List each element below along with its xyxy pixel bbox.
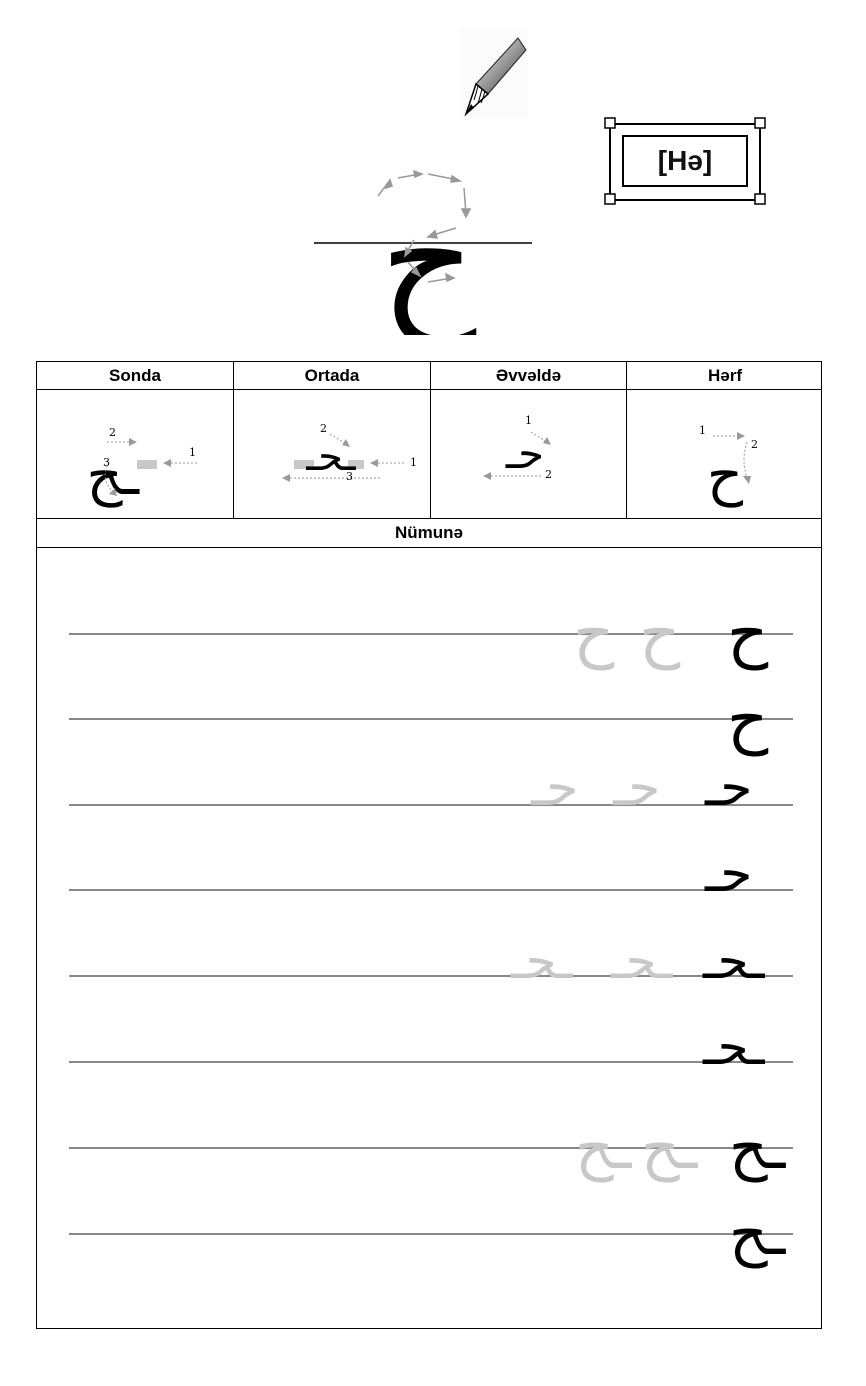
- trace-glyph: ـحـ: [511, 932, 573, 990]
- trace-glyph: ح: [573, 597, 615, 671]
- practice-line: [69, 1061, 793, 1063]
- header-initial: Əvvəldə: [431, 362, 627, 390]
- model-glyph: ـح: [729, 1199, 786, 1269]
- model-glyph: ـحـ: [703, 1018, 765, 1076]
- practice-line: [69, 975, 793, 977]
- trace-glyph: ح: [639, 597, 681, 671]
- trace-glyph: ـح: [575, 1113, 632, 1183]
- medial-form-glyph: ـحـ: [305, 434, 357, 480]
- practice-line: [69, 1147, 793, 1149]
- header-final: Sonda: [37, 362, 234, 390]
- svg-text:2: 2: [320, 422, 327, 435]
- big-letter-glyph: ح: [380, 174, 477, 335]
- model-glyph: ـحـ: [703, 932, 765, 990]
- svg-text:1: 1: [525, 414, 532, 427]
- trace-glyph: حـ: [613, 758, 661, 818]
- isolated-form-glyph: ح: [707, 443, 744, 508]
- practice-line: [69, 718, 793, 720]
- trace-glyph: ـح: [641, 1113, 698, 1183]
- svg-text:1: 1: [410, 456, 417, 469]
- transliteration-box: [Hə]: [603, 116, 767, 206]
- header-medial: Ortada: [234, 362, 431, 390]
- header-isolated: Hərf: [707, 366, 742, 385]
- trace-glyph: حـ: [531, 758, 579, 818]
- letter-stroke-guide: ح: [310, 160, 540, 335]
- cell-medial-form: ـحـ 2 1 3: [234, 390, 431, 518]
- example-title: Nümunə: [395, 523, 463, 542]
- cell-isolated-form: ح 1 2: [627, 390, 823, 518]
- model-glyph: حـ: [705, 758, 753, 818]
- svg-text:2: 2: [109, 426, 116, 439]
- svg-text:1: 1: [699, 424, 706, 437]
- pencil-icon: [460, 28, 528, 118]
- transliteration-label: [Hə]: [657, 145, 713, 176]
- model-glyph: حـ: [705, 844, 753, 904]
- initial-form-glyph: حـ: [505, 429, 544, 478]
- practice-line: [69, 804, 793, 806]
- model-glyph: ح: [727, 683, 769, 757]
- cell-initial-form: حـ 1 2: [431, 390, 627, 518]
- trace-glyph: ـحـ: [611, 932, 673, 990]
- svg-text:1: 1: [189, 446, 196, 459]
- practice-line: [69, 889, 793, 891]
- cell-final-form: ـح 2 1 3: [37, 390, 234, 518]
- svg-text:2: 2: [545, 468, 552, 481]
- svg-text:3: 3: [103, 456, 110, 469]
- model-glyph: ـح: [729, 1113, 786, 1183]
- model-glyph: ح: [727, 597, 769, 671]
- practice-line: [69, 633, 793, 635]
- svg-text:3: 3: [346, 470, 353, 483]
- practice-line: [69, 1233, 793, 1235]
- final-form-glyph: ـح: [86, 443, 139, 508]
- letter-forms-table: Sonda Ortada Əvvəldə Hərf ـح 2 1 3 ـحـ: [36, 361, 822, 1329]
- svg-text:2: 2: [751, 438, 758, 451]
